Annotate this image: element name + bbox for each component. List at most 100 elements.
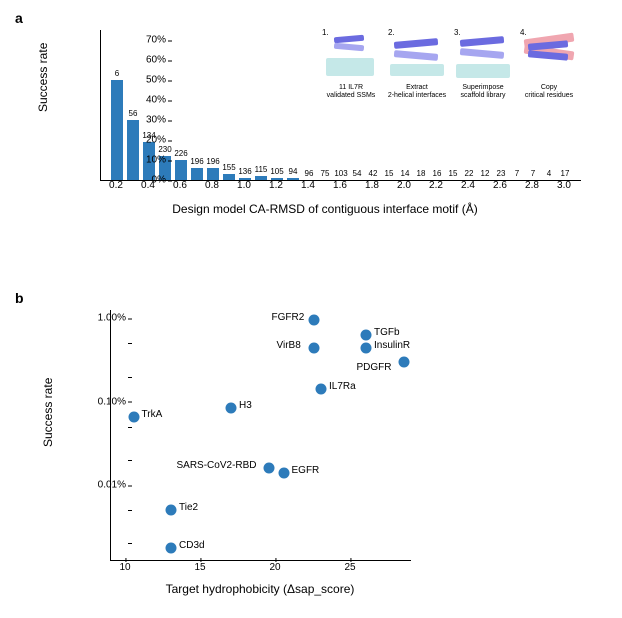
bar-count-label: 7 <box>515 169 519 178</box>
protein-ribbon <box>460 36 504 47</box>
inset-step: 1.11 IL7Rvalidated SSMs <box>320 30 382 82</box>
inset-number: 1. <box>322 28 329 37</box>
bar-count-label: 54 <box>353 169 362 178</box>
xtick: 1.2 <box>269 180 283 191</box>
ytick: 70% <box>146 35 166 46</box>
ytick: 0.10% <box>98 396 126 407</box>
scatter-point <box>361 342 372 353</box>
bar-count-label: 96 <box>305 169 314 178</box>
scatter-point <box>308 342 319 353</box>
xtick: 0.2 <box>109 180 123 191</box>
panel-a: Success rate 656134230226196196155136115… <box>50 20 600 240</box>
bar-count-label: 22 <box>465 169 474 178</box>
point-label: TrkA <box>142 409 163 420</box>
xtick: 1.8 <box>365 180 379 191</box>
scatter-point <box>316 384 327 395</box>
bar <box>127 120 139 180</box>
bar-count-label: 23 <box>497 169 506 178</box>
inset-caption: Superimposescaffold library <box>452 84 514 99</box>
inset-number: 3. <box>454 28 461 37</box>
inset-caption: Extract2-helical interfaces <box>386 84 448 99</box>
bar <box>175 160 187 180</box>
bar-count-label: 16 <box>433 169 442 178</box>
point-label: PDGFR <box>357 362 392 373</box>
bar-count-label: 103 <box>334 169 347 178</box>
ytick: 30% <box>146 115 166 126</box>
ytick: 0.01% <box>98 480 126 491</box>
bar-count-label: 18 <box>417 169 426 178</box>
bar-count-label: 94 <box>289 167 298 176</box>
xtick: 2.8 <box>525 180 539 191</box>
point-label: FGFR2 <box>272 312 305 323</box>
xtick: 0.8 <box>205 180 219 191</box>
xtick: 20 <box>269 562 280 573</box>
xtick: 0.4 <box>141 180 155 191</box>
protein-ribbon <box>394 50 438 61</box>
xtick: 15 <box>194 562 205 573</box>
panel-a-xlabel: Design model CA-RMSD of contiguous inter… <box>50 202 600 216</box>
ytick: 20% <box>146 135 166 146</box>
panel-a-ylabel: Success rate <box>36 43 50 112</box>
bar <box>223 174 235 180</box>
inset-step: 2.Extract2-helical interfaces <box>386 30 448 82</box>
bar <box>255 176 267 180</box>
scatter-point <box>361 330 372 341</box>
bar-count-label: 12 <box>481 169 490 178</box>
point-label: IL7Ra <box>329 381 356 392</box>
bar-count-label: 196 <box>206 157 219 166</box>
bar-count-label: 6 <box>115 69 119 78</box>
ytick: 1.00% <box>98 313 126 324</box>
bar-count-label: 75 <box>321 169 330 178</box>
protein-ribbon <box>326 58 374 76</box>
xtick: 3.0 <box>557 180 571 191</box>
panel-a-label: a <box>15 10 23 26</box>
point-label: SARS-CoV2-RBD <box>177 460 257 471</box>
bar-count-label: 56 <box>129 109 138 118</box>
inset-number: 4. <box>520 28 527 37</box>
bar-count-label: 230 <box>158 145 171 154</box>
point-label: EGFR <box>292 465 320 476</box>
scatter-point <box>166 505 177 516</box>
xtick: 1.4 <box>301 180 315 191</box>
protein-ribbon <box>456 64 510 78</box>
protein-ribbon <box>394 38 438 49</box>
bar-count-label: 105 <box>270 167 283 176</box>
figure-root: a Success rate 6561342302261961961551361… <box>0 0 622 618</box>
bar-count-label: 15 <box>449 169 458 178</box>
bar-count-label: 4 <box>547 169 551 178</box>
xtick: 2.0 <box>397 180 411 191</box>
panel-b-label: b <box>15 290 24 306</box>
xtick: 2.6 <box>493 180 507 191</box>
scatter-point <box>263 463 274 474</box>
panel-b-ylabel: Success rate <box>41 378 55 447</box>
xtick: 1.6 <box>333 180 347 191</box>
xtick: 10 <box>119 562 130 573</box>
protein-ribbon <box>390 64 444 76</box>
xtick: 1.0 <box>237 180 251 191</box>
bar-count-label: 136 <box>238 167 251 176</box>
xtick: 25 <box>344 562 355 573</box>
bar-count-label: 7 <box>531 169 535 178</box>
ytick: 40% <box>146 95 166 106</box>
scatter-point <box>398 356 409 367</box>
panel-b: Success rate TrkACD3dTie2H3SARS-CoV2-RBD… <box>50 300 430 600</box>
point-label: TGFb <box>374 327 400 338</box>
bar-count-label: 226 <box>174 149 187 158</box>
bar <box>191 168 203 180</box>
point-label: CD3d <box>179 540 205 551</box>
scatter-point <box>278 467 289 478</box>
point-label: Tie2 <box>179 502 198 513</box>
xtick: 2.2 <box>429 180 443 191</box>
xtick: 2.4 <box>461 180 475 191</box>
protein-ribbon <box>460 48 504 59</box>
xtick: 0.6 <box>173 180 187 191</box>
ytick: 10% <box>146 155 166 166</box>
point-label: VirB8 <box>277 340 301 351</box>
inset-step: 4.Copycritical residues <box>518 30 580 82</box>
panel-b-chart: TrkACD3dTie2H3SARS-CoV2-RBDEGFRFGFR2VirB… <box>110 310 411 561</box>
bar <box>287 178 299 180</box>
bar-count-label: 196 <box>190 157 203 166</box>
inset-step: 3.Superimposescaffold library <box>452 30 514 82</box>
inset-caption: Copycritical residues <box>518 84 580 99</box>
point-label: InsulinR <box>374 340 410 351</box>
